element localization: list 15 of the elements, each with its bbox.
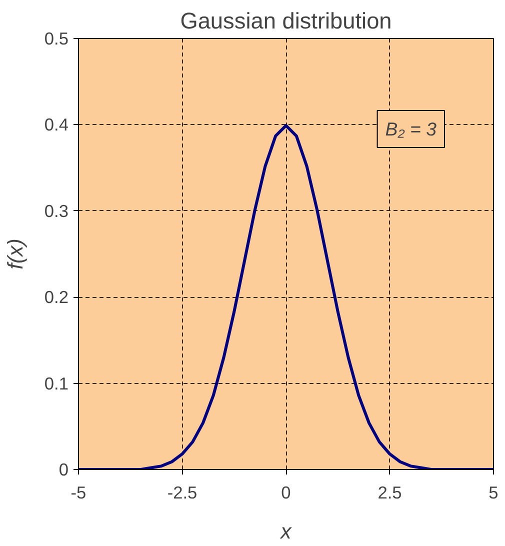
x-tick-label: -5 xyxy=(70,482,86,502)
chart-title: Gaussian distribution xyxy=(180,8,392,34)
y-tick-label: 0 xyxy=(58,460,69,480)
x-tick-label: 2.5 xyxy=(378,482,402,502)
annotation: B₂ = 3 xyxy=(385,118,438,140)
x-tick-label: 5 xyxy=(488,482,498,502)
y-axis-title: f(x) xyxy=(3,238,28,270)
x-axis-title: x xyxy=(280,520,293,544)
y-tick-label: 0.5 xyxy=(44,28,69,48)
x-tick-label: -2.5 xyxy=(167,482,198,502)
y-tick-label: 0.1 xyxy=(44,373,69,394)
x-tick-label: 0 xyxy=(281,482,291,502)
y-tick-label: 0.3 xyxy=(44,200,69,221)
y-tick-label: 0.4 xyxy=(44,114,69,135)
y-tick-label: 0.2 xyxy=(44,287,69,308)
